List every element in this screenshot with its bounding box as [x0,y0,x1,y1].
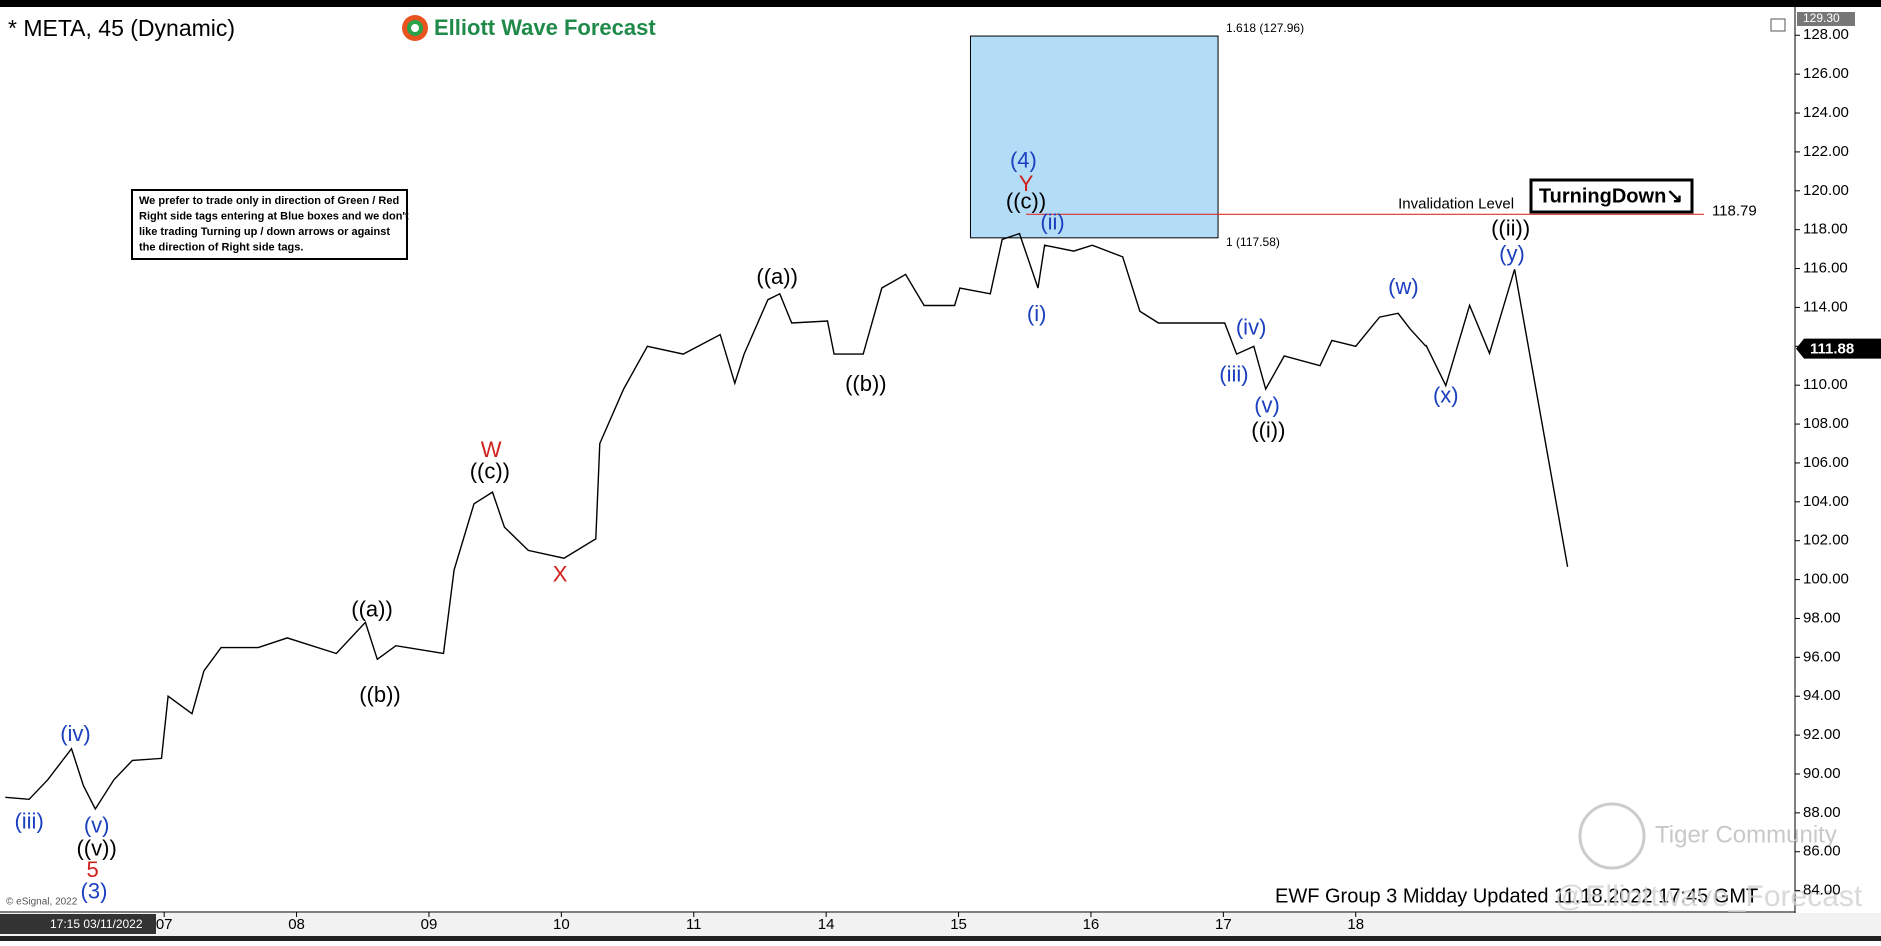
wave-label: W [481,437,502,462]
fib-top-label: 1.618 (127.96) [1226,21,1304,35]
y-tick-label: 108.00 [1803,415,1849,432]
watermark-text: Tiger Community [1655,821,1837,848]
x-tick-label: 07 [156,916,173,933]
wave-label: (v) [1254,392,1280,417]
wave-label: ((i)) [1251,418,1285,443]
last-price-tag [1796,338,1881,359]
y-tick-label: 88.00 [1803,804,1841,821]
wave-label: 5 [87,857,99,882]
brand-logo [402,15,428,41]
axis-top-tag [1797,12,1855,26]
wave-label: ((c)) [1006,188,1046,213]
y-tick-label: 98.00 [1803,609,1841,626]
y-tick-label: 86.00 [1803,843,1841,860]
watermark-handle: @Elliottwave_Forecast [1555,880,1863,913]
wave-label: ((a)) [351,596,393,621]
bottom-bar [0,936,1881,941]
y-axis-panel [1795,7,1881,913]
note-line: We prefer to trade only in direction of … [139,195,399,207]
wave-label: ((c)) [470,458,510,483]
note-line: Right side tags entering at Blue boxes a… [139,210,409,222]
wave-label: (iv) [1236,315,1267,340]
note-line: the direction of Right side tags. [139,241,303,253]
top-bar [0,0,1881,7]
wave-label: Y [1019,171,1034,196]
invalidation-label: Invalidation Level [1398,195,1514,212]
wave-label: (x) [1433,383,1459,408]
axis-top-label: 129.30 [1803,11,1840,25]
wave-label: (y) [1499,241,1525,266]
watermark-logo [1578,802,1646,870]
brand-name: Elliott Wave Forecast [434,15,656,40]
wave-label: ((b)) [845,371,887,396]
y-tick-label: 102.00 [1803,532,1849,549]
price-line [5,232,1427,811]
wave-label: ((a)) [756,264,798,289]
wave-label: (iv) [60,721,91,746]
y-tick-label: 96.00 [1803,648,1841,665]
wave-label: ((v)) [76,836,116,861]
y-tick-label: 94.00 [1803,687,1841,704]
wave-label: (v) [84,812,110,837]
wave-label: (4) [1010,147,1037,172]
y-tick-label: 104.00 [1803,493,1849,510]
tag-text: TurningDown↘ [1539,185,1683,207]
y-tick-label: 100.00 [1803,571,1849,588]
x-tick-label: 09 [421,916,438,933]
wave-label: X [553,562,568,587]
y-tick-label: 90.00 [1803,765,1841,782]
y-tick-label: 116.00 [1803,260,1848,277]
note-box [131,189,408,260]
y-tick-label: 110.00 [1803,376,1848,393]
x-tick-label: 15 [950,916,967,933]
last-price-label: 111.88 [1810,341,1854,358]
tag-box [1529,178,1694,214]
x-tick-label: 10 [553,916,570,933]
y-tick-label: 118.00 [1803,221,1848,238]
fib-box [969,35,1219,239]
x-tick-label: 08 [288,916,305,933]
y-tick-label: 92.00 [1803,726,1841,743]
wave-label: ((ii)) [1491,215,1530,240]
footer: EWF Group 3 Midday Updated 11.18.2022 17… [1275,885,1758,907]
wave-label: (3) [81,878,108,903]
wave-label: (w) [1388,274,1419,299]
chart-title: * META, 45 (Dynamic) [8,15,235,41]
wave-label: (ii) [1040,210,1064,235]
wave-label: (iii) [1219,361,1248,386]
window-icon [1770,18,1786,32]
copyright: © eSignal, 2022 [6,897,78,908]
x-tick-label: 18 [1347,916,1364,933]
y-tick-label: 126.00 [1803,65,1849,82]
x-tick-label: 17 [1215,916,1232,933]
logo-core [411,24,419,32]
y-tick-label: 128.00 [1803,26,1849,43]
wave-label: (iii) [14,808,43,833]
price-line [1425,269,1569,568]
y-tick-label: 124.00 [1803,104,1849,121]
timestamp: 17:15 03/11/2022 [50,917,143,931]
y-tick-label: 84.00 [1803,882,1841,899]
fib-bottom-label: 1 (117.58) [1226,235,1280,249]
wave-label: ((b)) [359,682,401,707]
x-tick-label: 14 [818,916,835,933]
invalidation-value: 118.79 [1712,202,1757,219]
y-tick-label: 114.00 [1803,298,1848,315]
y-tick-label: 122.00 [1803,143,1849,160]
y-tick-label: 106.00 [1803,454,1849,471]
x-tick-label: 16 [1083,916,1100,933]
y-tick-label: 120.00 [1803,182,1849,199]
wave-label: (i) [1027,301,1047,326]
x-tick-label: 11 [686,916,702,933]
timestamp-box [0,914,156,934]
note-line: like trading Turning up / down arrows or… [139,226,390,238]
